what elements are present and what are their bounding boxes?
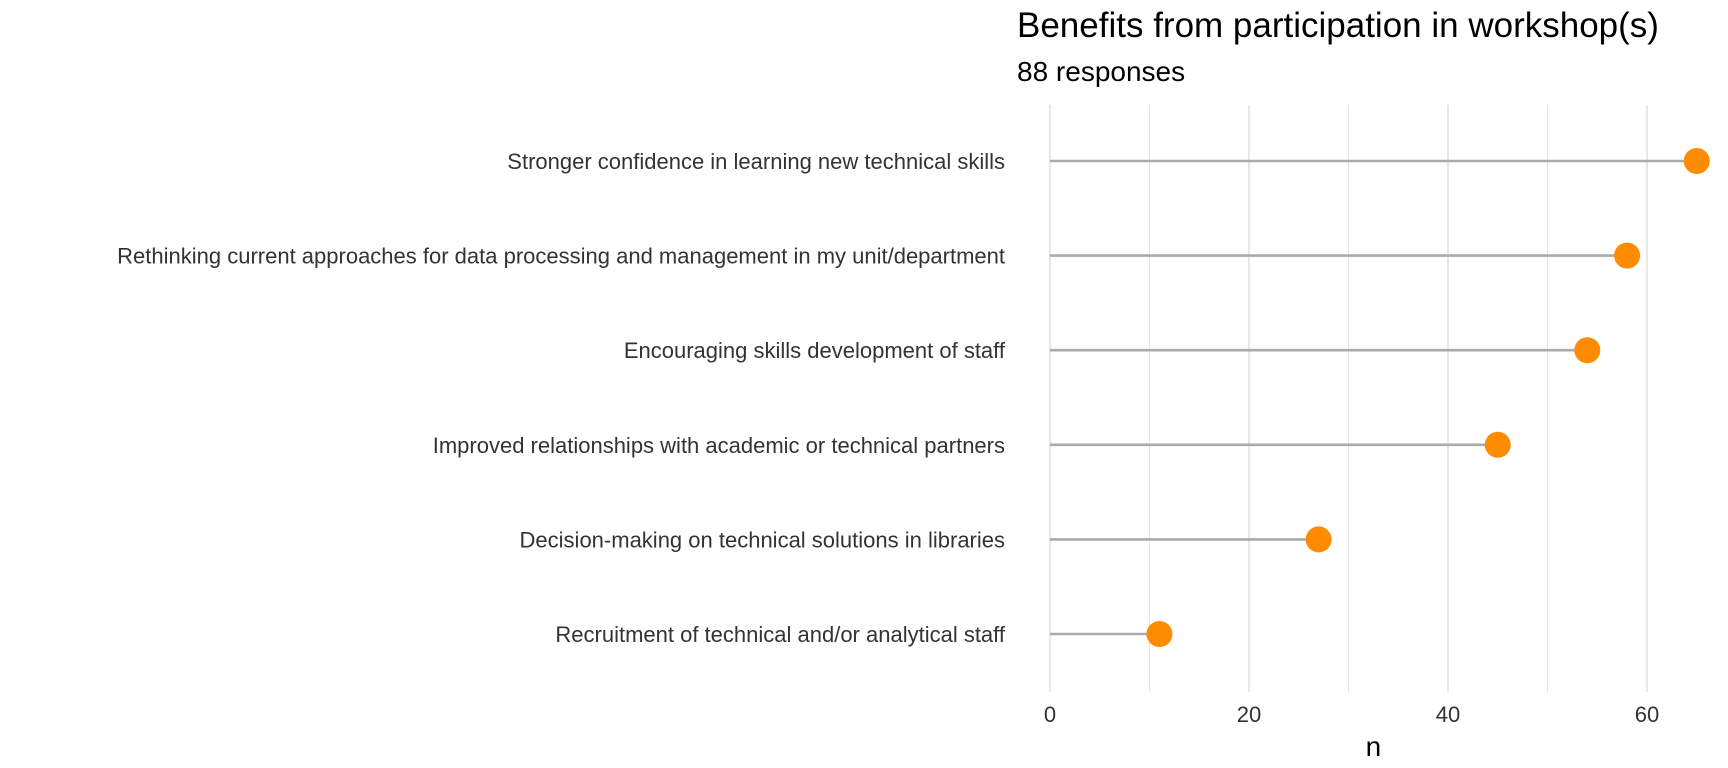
category-label: Rethinking current approaches for data p… <box>117 244 1005 269</box>
x-tick-labels: 0 20 40 60 <box>1044 702 1659 727</box>
chart-subtitle: 88 responses <box>1017 56 1186 87</box>
lollipop-point <box>1305 526 1332 553</box>
category-label: Decision-making on technical solutions i… <box>520 527 1005 552</box>
lollipop-point <box>1146 621 1173 647</box>
lollipop-point <box>1484 431 1511 458</box>
category-labels: Stronger confidence in learning new tech… <box>117 149 1006 647</box>
category-label: Recruitment of technical and/or analytic… <box>555 622 1005 647</box>
category-label: Stronger confidence in learning new tech… <box>507 149 1005 174</box>
chart-title: Benefits from participation in workshop(… <box>1017 6 1659 45</box>
x-tick-label: 40 <box>1436 702 1460 727</box>
x-tick-label: 0 <box>1044 702 1056 727</box>
x-tick-label: 60 <box>1635 702 1659 727</box>
x-tick-label: 20 <box>1237 702 1261 727</box>
category-label: Encouraging skills development of staff <box>624 338 1006 363</box>
lollipop-point <box>1574 337 1601 364</box>
lollipop-point <box>1614 242 1641 269</box>
points <box>1146 148 1710 647</box>
category-label: Improved relationships with academic or … <box>433 433 1005 458</box>
x-axis-title: n <box>1366 731 1382 762</box>
stems <box>1050 159 1697 636</box>
lollipop-point <box>1683 148 1710 174</box>
grid-lines <box>1049 105 1648 692</box>
